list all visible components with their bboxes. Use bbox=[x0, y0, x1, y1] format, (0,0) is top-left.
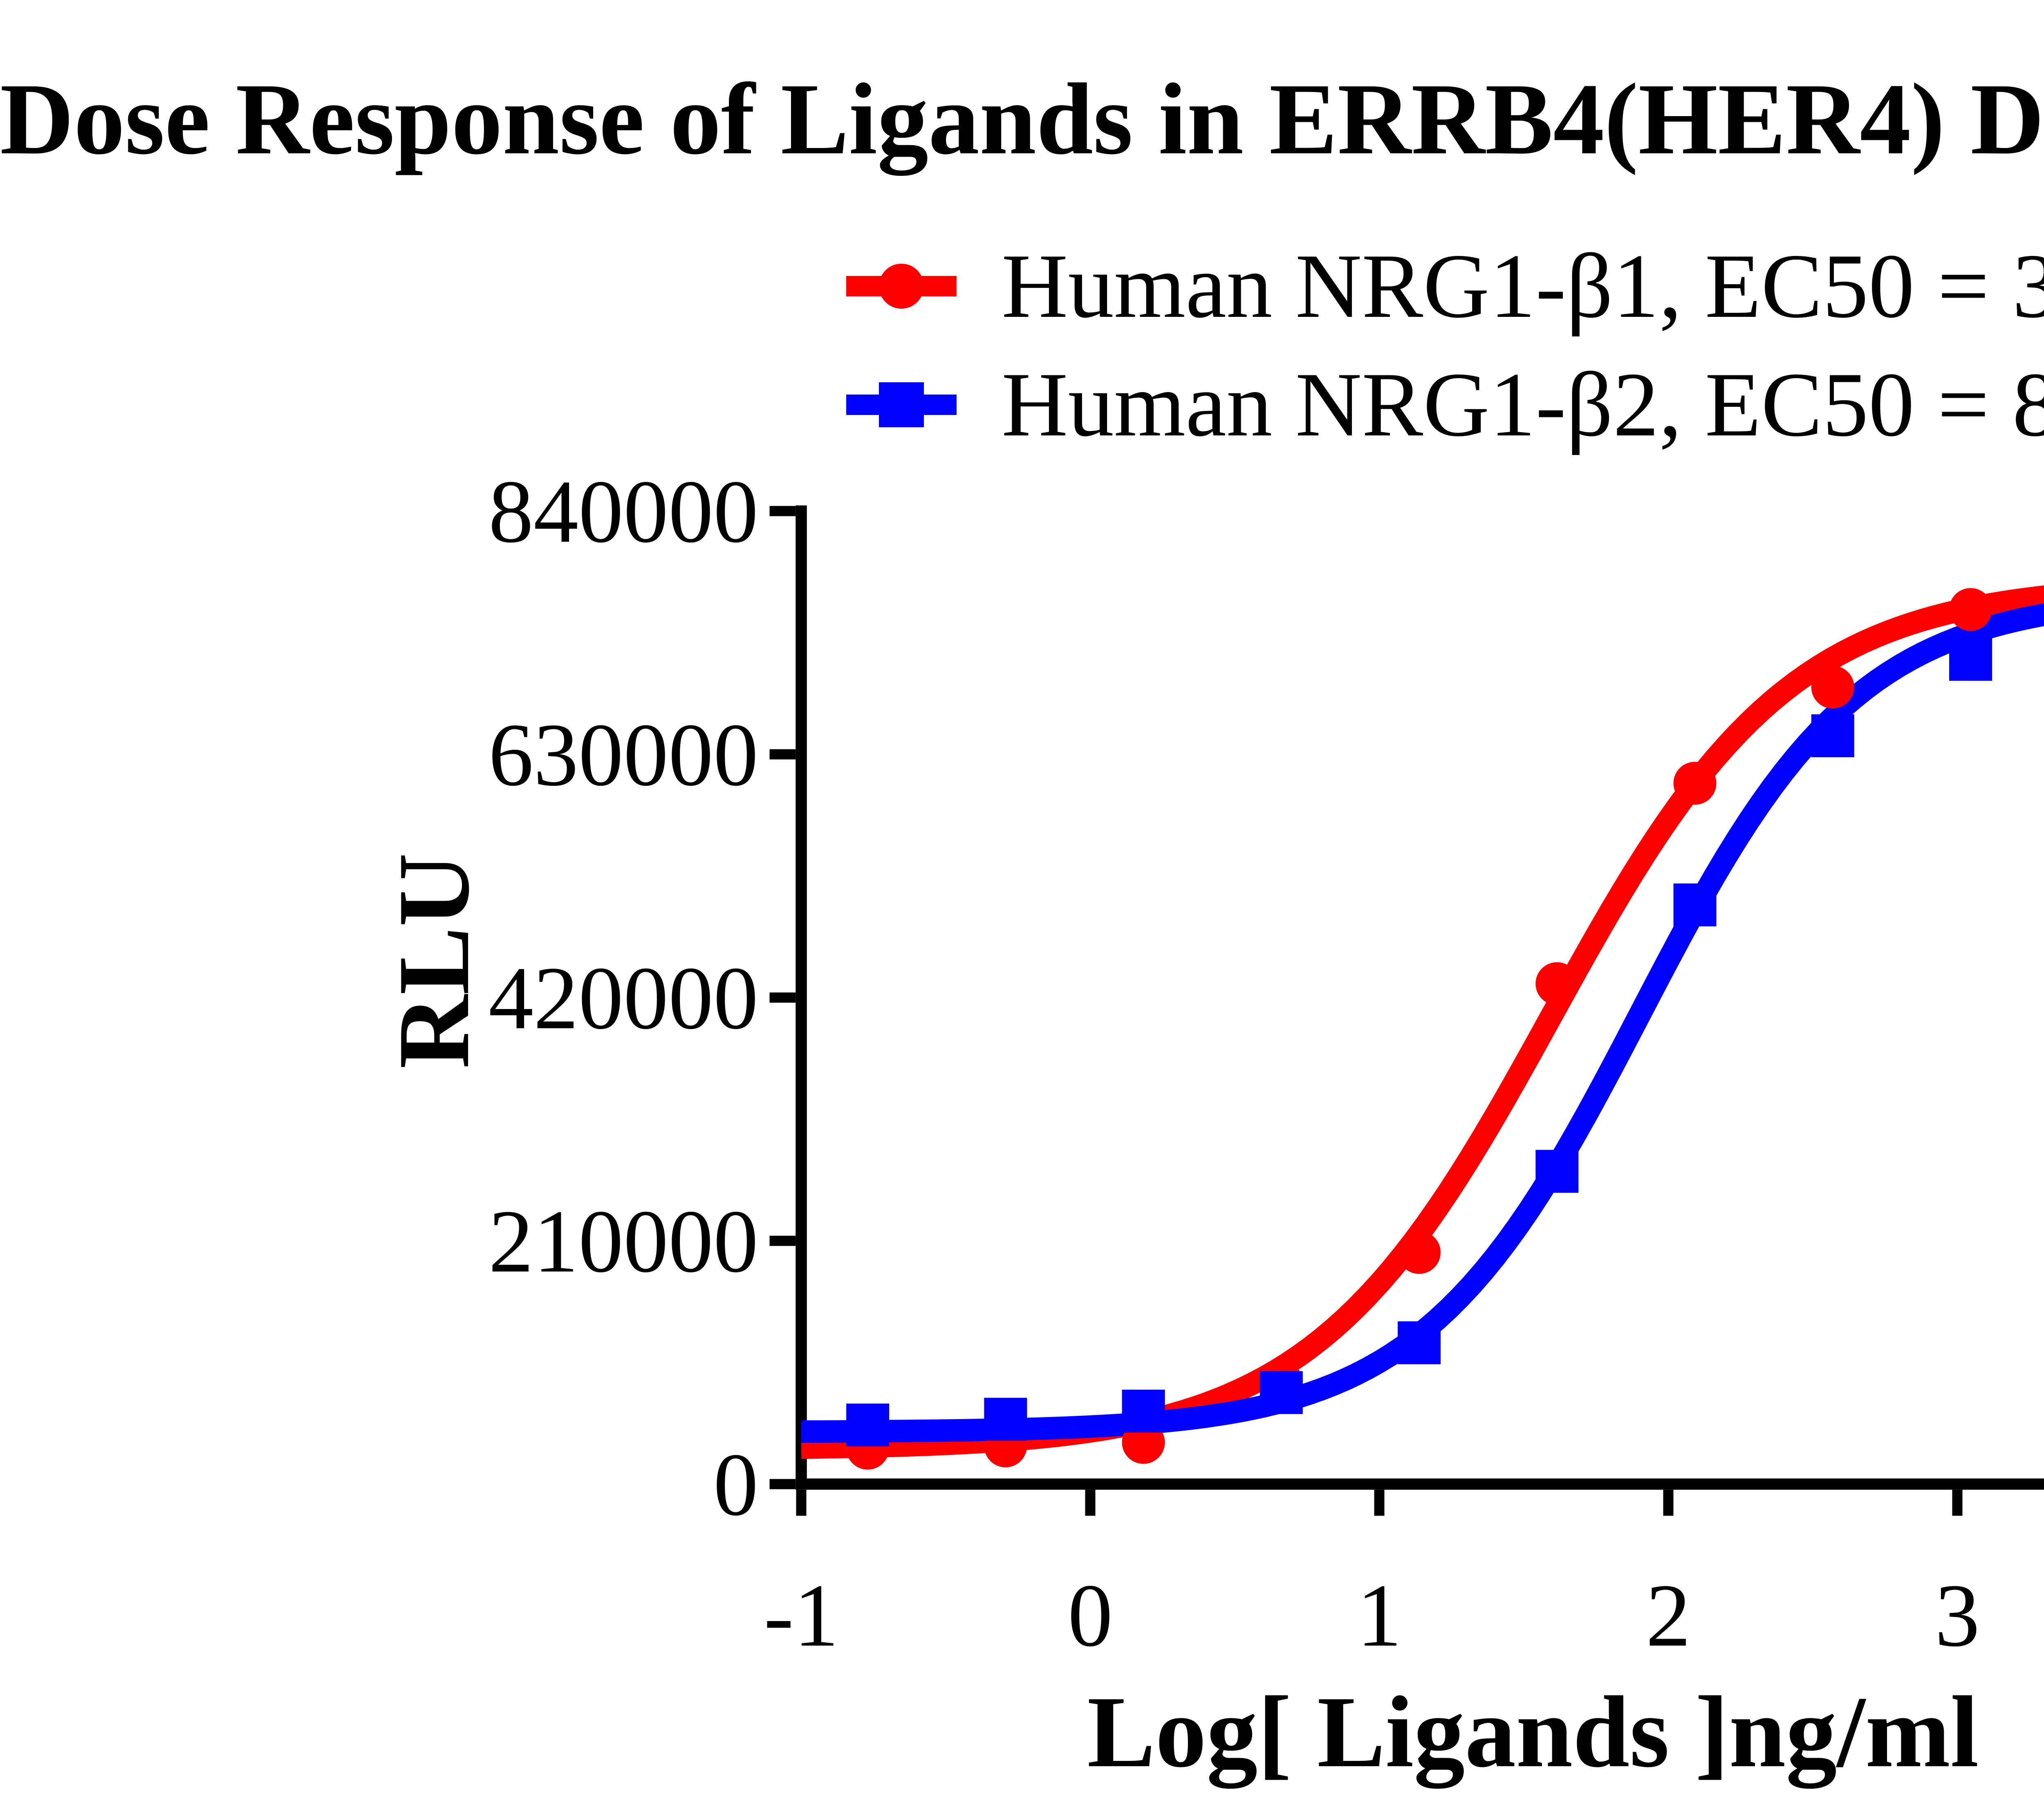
legend-row: Human NRG1-β1, EC50 = 39.4 ng/ml bbox=[846, 227, 2044, 345]
svg-text:840000: 840000 bbox=[489, 462, 758, 561]
legend-row: Human NRG1-β2, EC50 = 80.1 ng/ml bbox=[846, 345, 2044, 464]
svg-text:630000: 630000 bbox=[489, 705, 758, 805]
svg-text:0: 0 bbox=[1068, 1565, 1113, 1665]
y-axis-title: RLU bbox=[376, 853, 491, 1069]
legend-label: Human NRG1-β1, EC50 = 39.4 ng/ml bbox=[1002, 235, 2044, 337]
x-axis-title: Log[ Ligands ]ng/ml bbox=[1087, 1674, 1979, 1789]
svg-text:3: 3 bbox=[1935, 1565, 1980, 1665]
svg-text:210000: 210000 bbox=[489, 1191, 758, 1291]
svg-text:420000: 420000 bbox=[489, 948, 758, 1048]
legend-marker-blue-square-icon bbox=[846, 378, 957, 431]
svg-text:1: 1 bbox=[1357, 1565, 1402, 1665]
svg-text:-1: -1 bbox=[764, 1565, 838, 1665]
chart-title: Dose Response of Ligands in ERRB4(HER4) … bbox=[0, 61, 2044, 176]
svg-text:0: 0 bbox=[713, 1435, 758, 1534]
legend: Human NRG1-β1, EC50 = 39.4 ng/ml Human N… bbox=[846, 227, 2044, 464]
legend-label: Human NRG1-β2, EC50 = 80.1 ng/ml bbox=[1002, 354, 2044, 456]
legend-marker-red-circle-icon bbox=[846, 260, 957, 313]
svg-text:2: 2 bbox=[1646, 1565, 1691, 1665]
